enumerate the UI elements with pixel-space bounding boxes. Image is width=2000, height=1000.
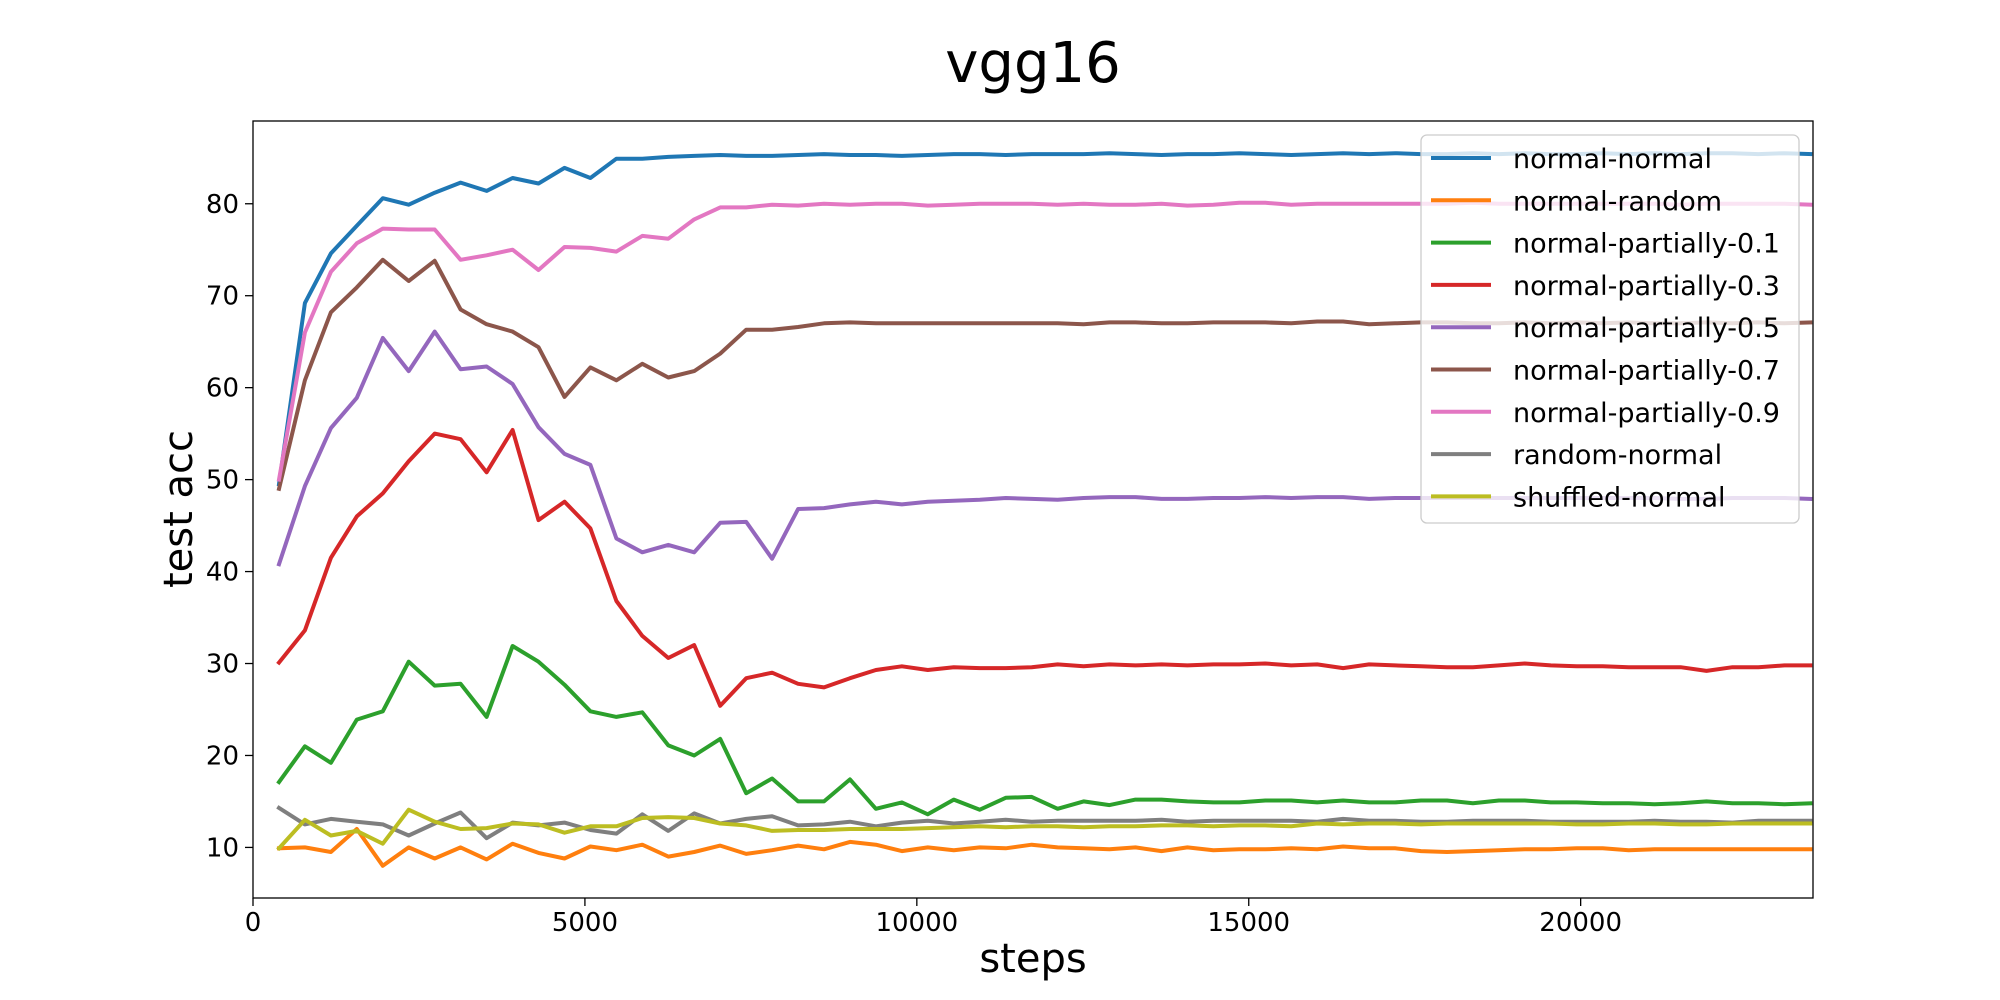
- legend-label-normal-partially-0.1: normal-partially-0.1: [1513, 229, 1780, 260]
- legend-label-random-normal: random-normal: [1513, 440, 1722, 471]
- y-tick-label: 50: [206, 466, 239, 496]
- legend-label-normal-partially-0.3: normal-partially-0.3: [1513, 271, 1780, 302]
- y-tick-label: 10: [206, 833, 239, 863]
- series-line-normal-random: [276, 827, 1813, 868]
- legend: normal-normal normal-random normal-partial…: [1420, 134, 1800, 524]
- legend-frame: [1420, 134, 1800, 524]
- series-line-normal-partially-0.1: [276, 644, 1813, 817]
- x-axis: 0 5000 10000 15000 20000: [245, 898, 1622, 938]
- x-tick-label: 20000: [1539, 908, 1622, 938]
- legend-label-normal-normal: normal-normal: [1513, 144, 1712, 175]
- legend-label-shuffled-normal: shuffled-normal: [1513, 482, 1726, 513]
- legend-label-normal-partially-0.7: normal-partially-0.7: [1513, 356, 1780, 387]
- y-axis-label: test acc: [156, 430, 202, 588]
- y-tick-label: 70: [206, 282, 239, 312]
- x-tick-label: 5000: [552, 908, 618, 938]
- x-tick-label: 15000: [1207, 908, 1290, 938]
- series-line-normal-partially-0.3: [276, 428, 1813, 708]
- x-axis-label: steps: [979, 936, 1086, 982]
- x-tick-label: 0: [245, 908, 262, 938]
- y-tick-label: 40: [206, 558, 239, 588]
- legend-label-normal-partially-0.5: normal-partially-0.5: [1513, 313, 1780, 344]
- y-tick-label: 30: [206, 650, 239, 680]
- x-tick-label: 10000: [875, 908, 958, 938]
- plot-frame: [252, 120, 1814, 899]
- y-axis: 10 20 30 40 50 60 70 80: [206, 190, 253, 863]
- series-line-shuffled-normal: [276, 807, 1813, 852]
- y-tick-label: 80: [206, 190, 239, 220]
- y-tick-label: 60: [206, 374, 239, 404]
- legend-label-normal-random: normal-random: [1513, 186, 1722, 217]
- legend-label-normal-partially-0.9: normal-partially-0.9: [1513, 398, 1780, 429]
- legend-entries: normal-normal normal-random normal-partial…: [1431, 144, 1780, 513]
- y-tick-label: 20: [206, 741, 239, 771]
- chart-title: vgg16: [945, 31, 1121, 96]
